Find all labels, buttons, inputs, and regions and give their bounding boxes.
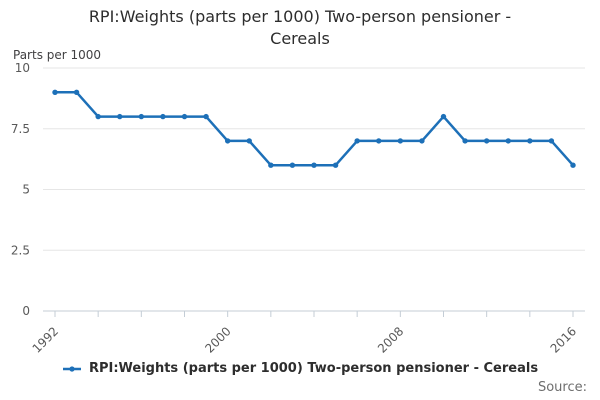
legend-item[interactable]: RPI:Weights (parts per 1000) Two-person …	[62, 361, 538, 376]
data-point[interactable]	[354, 138, 360, 144]
data-point[interactable]	[268, 162, 274, 168]
y-axis-title: Parts per 1000	[13, 48, 102, 62]
data-point[interactable]	[505, 138, 511, 144]
data-point[interactable]	[138, 113, 145, 120]
data-point[interactable]	[117, 113, 123, 120]
data-point[interactable]	[95, 113, 101, 120]
data-point[interactable]	[224, 138, 231, 144]
data-point[interactable]	[483, 138, 490, 144]
data-point[interactable]	[52, 89, 58, 95]
plot-area: 0 2.5 5 7.5 10 1992 2000 2008 2016	[11, 62, 585, 354]
data-point[interactable]	[203, 113, 209, 120]
y-tick-label: 0	[22, 304, 30, 318]
y-tick-label: 2.5	[11, 243, 30, 257]
data-point[interactable]	[440, 113, 447, 120]
data-point[interactable]	[527, 138, 533, 144]
data-point[interactable]	[462, 138, 468, 144]
y-tick-label: 10	[15, 62, 30, 75]
data-point[interactable]	[332, 162, 339, 168]
x-tick-label: 2000	[202, 324, 233, 354]
data-point[interactable]	[397, 138, 404, 144]
data-point[interactable]	[181, 113, 188, 120]
x-tick-label: 1992	[30, 324, 61, 354]
y-tick-label: 5	[22, 183, 30, 197]
legend: RPI:Weights (parts per 1000) Two-person …	[0, 361, 600, 376]
chart-title-line1: RPI:Weights (parts per 1000) Two-person …	[88, 7, 512, 26]
line-series-marker-icon	[62, 365, 81, 372]
y-tick-label: 7.5	[11, 122, 30, 136]
source-label: Source:	[537, 380, 587, 395]
data-point[interactable]	[289, 162, 296, 168]
data-point[interactable]	[376, 138, 382, 144]
data-point[interactable]	[419, 138, 425, 144]
legend-label: RPI:Weights (parts per 1000) Two-person …	[88, 361, 539, 376]
data-point[interactable]	[246, 138, 252, 144]
data-point[interactable]	[570, 162, 576, 168]
x-tick-label: 2016	[548, 324, 579, 354]
chart-title: RPI:Weights (parts per 1000) Two-person …	[0, 6, 600, 50]
data-point[interactable]	[548, 138, 555, 144]
data-point[interactable]	[311, 162, 317, 168]
x-tick-label: 2008	[375, 324, 406, 354]
data-point[interactable]	[73, 89, 80, 95]
chart-title-line2: Cereals	[270, 29, 330, 48]
data-point[interactable]	[160, 113, 166, 120]
